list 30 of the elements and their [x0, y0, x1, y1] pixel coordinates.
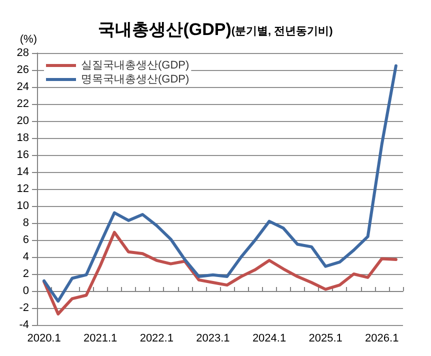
y-tick-label: 16: [16, 149, 29, 161]
y-axis-title: (%): [20, 34, 37, 46]
legend-label: 실질국내총생산(GDP): [81, 60, 190, 72]
y-tick-label: 18: [16, 132, 29, 144]
y-tick-label: 12: [16, 183, 29, 195]
y-tick-label: 8: [22, 217, 29, 229]
x-tick-label: 2020.1: [27, 332, 61, 344]
legend-label: 명목국내총생산(GDP): [81, 74, 190, 86]
y-tick-label: 6: [22, 234, 29, 246]
y-tick-label: 10: [16, 200, 29, 212]
x-tick-label: 2022.1: [140, 332, 174, 344]
x-tick-label: 2021.1: [84, 332, 118, 344]
y-tick-label: 22: [16, 98, 29, 110]
x-tick-label: 2024.1: [252, 332, 286, 344]
chart-subtitle: (분기별, 전년동기비): [231, 26, 334, 38]
y-tick-label: 26: [16, 64, 29, 76]
y-tick-label: -4: [19, 319, 29, 331]
y-tick-label: 24: [16, 81, 29, 93]
x-tick-label: 2023.1: [196, 332, 230, 344]
line-series: [42, 230, 398, 316]
x-tick-label: 2026.1: [365, 332, 399, 344]
x-tick-label: 2025.1: [308, 332, 342, 344]
y-tick-label: 4: [22, 251, 29, 263]
y-tick-label: 0: [22, 285, 29, 297]
y-tick-label: 14: [16, 166, 29, 178]
y-tick-label: -2: [19, 302, 29, 314]
y-tick-label: 20: [16, 115, 29, 127]
chart-title: 국내총생산(GDP): [98, 20, 232, 39]
y-tick-label: 2: [22, 268, 29, 280]
y-tick-label: 28: [16, 47, 29, 59]
